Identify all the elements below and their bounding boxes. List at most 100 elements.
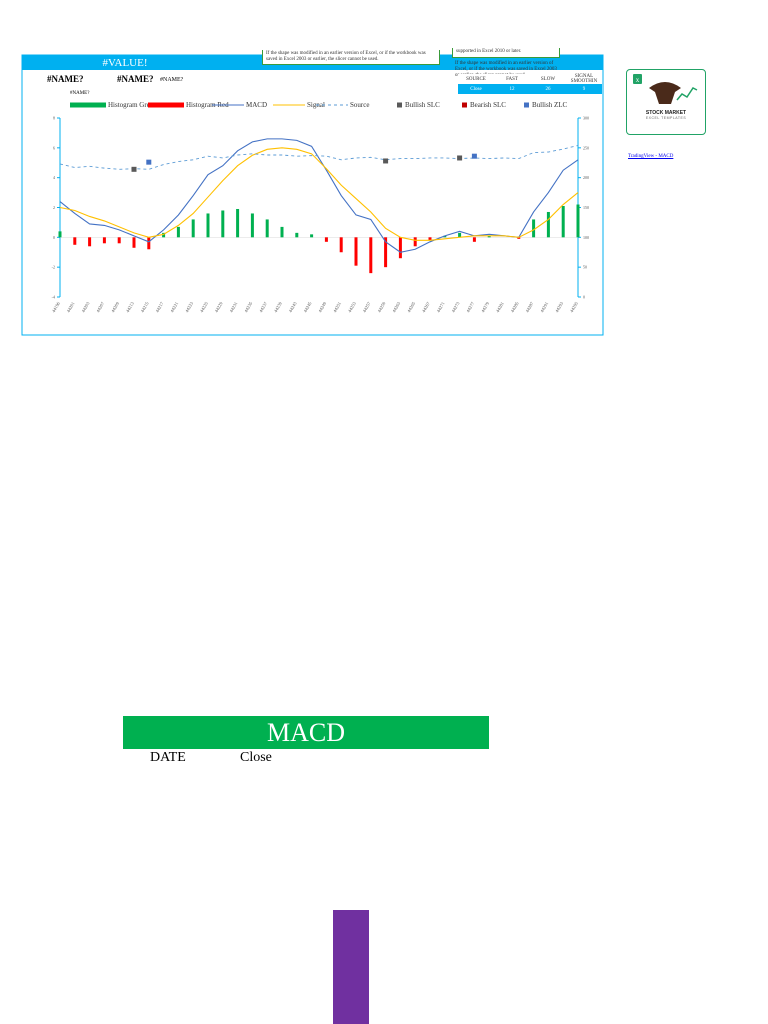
x-tick-label: 44213: [125, 300, 135, 313]
settings-value[interactable]: Close: [458, 84, 494, 94]
histogram-bar: [472, 237, 476, 242]
name-cell: #NAME?: [70, 91, 90, 96]
histogram-bar: [443, 235, 447, 238]
x-tick-label: 44253: [347, 300, 357, 313]
histogram-bar: [517, 237, 521, 239]
signal-marker: [131, 166, 137, 172]
legend-swatch: [397, 102, 402, 108]
column-header: DATE: [150, 750, 186, 765]
histogram-bar: [295, 232, 299, 238]
histogram-bar: [250, 213, 254, 238]
x-tick-label: 44223: [184, 300, 194, 313]
histogram-bar: [265, 219, 269, 238]
note: supported in Excel 2010 or later.: [452, 48, 560, 58]
legend-label: Histogram Red: [186, 101, 229, 109]
x-tick-label: 44273: [451, 300, 461, 313]
x-tick-label: 44217: [155, 300, 165, 313]
histogram-bar: [532, 219, 536, 238]
signal-marker: [146, 159, 152, 165]
x-tick-label: 44196: [51, 300, 61, 313]
x-tick-label: 44203: [81, 300, 91, 313]
histogram-bar: [413, 237, 417, 247]
legend-swatch: [462, 102, 467, 108]
x-tick-label: 44265: [406, 300, 416, 313]
histogram-bar: [102, 237, 106, 244]
settings-header: SIGNAL SMOOTHIN: [566, 74, 602, 84]
histogram-bar: [117, 237, 121, 244]
series-line: [59, 147, 579, 241]
histogram-bar: [546, 211, 550, 238]
x-tick-label: 44259: [377, 300, 387, 313]
name-cell: #NAME?: [117, 74, 154, 84]
logo-subtitle: EXCEL TEMPLATES: [645, 116, 687, 120]
legend-label: Source: [350, 101, 369, 109]
y-tick-label: 0: [53, 235, 55, 240]
signal-marker: [471, 153, 477, 159]
logo[interactable]: x STOCK MARKET EXCEL TEMPLATES: [626, 69, 706, 135]
histogram-bar: [132, 237, 136, 248]
histogram-bar: [369, 237, 373, 274]
x-tick-label: 44245: [303, 300, 313, 313]
y2-tick-label: 150: [583, 205, 589, 210]
histogram-bar: [88, 237, 92, 247]
histogram-bar: [162, 232, 166, 238]
x-tick-label: 44237: [258, 300, 268, 313]
settings-value[interactable]: 9: [566, 84, 602, 94]
purple-shape: [333, 910, 369, 1024]
chart: #VALUE! #NAME? #NAME? #NAME? #NAME? -4 -2…: [21, 54, 604, 336]
settings-value[interactable]: 12: [494, 84, 530, 94]
histogram-bar: [236, 208, 240, 238]
y-tick-label: 4: [53, 175, 55, 180]
x-tick-label: 44243: [288, 300, 298, 313]
series-line: [59, 145, 579, 170]
legend-label: Signal: [307, 101, 325, 109]
x-tick-label: 44251: [332, 301, 342, 313]
settings-header: FAST: [494, 74, 530, 84]
y-tick-label: 8: [53, 116, 55, 121]
x-tick-label: 44295: [569, 300, 579, 313]
column-header: Close: [240, 750, 272, 765]
histogram-bar: [310, 234, 314, 238]
y2-tick-label: 50: [583, 265, 587, 270]
x-tick-label: 44279: [480, 300, 490, 313]
svg-text:x: x: [636, 76, 640, 84]
histogram-bar: [561, 206, 565, 238]
y2-tick-label: 300: [583, 116, 589, 121]
header-title: #VALUE!: [102, 57, 147, 69]
x-tick-label: 44231: [229, 301, 239, 313]
histogram-bar: [576, 204, 580, 238]
link[interactable]: TradingView - MACD: [628, 154, 674, 159]
histogram-bar: [428, 237, 432, 241]
histogram-bar: [73, 237, 77, 245]
y2-tick-label: 0: [583, 295, 585, 300]
logo-title: STOCK MARKET: [645, 110, 687, 116]
name-cell: #NAME?: [160, 77, 184, 83]
table-title: MACD: [123, 716, 489, 749]
y2-tick-label: 100: [583, 235, 589, 240]
y2-tick-label: 250: [583, 145, 589, 150]
legend-swatch: [70, 102, 106, 108]
x-tick-label: 44239: [273, 300, 283, 313]
legend-label: Bullish ZLC: [532, 101, 568, 109]
x-tick-label: 44229: [214, 300, 224, 313]
histogram-bar: [221, 210, 225, 238]
x-tick-label: 44209: [110, 300, 120, 313]
settings-value[interactable]: 26: [530, 84, 566, 94]
x-tick-label: 44215: [140, 300, 150, 313]
histogram-bar: [354, 237, 358, 266]
legend-label: Histogram Green: [108, 101, 157, 109]
x-tick-label: 44263: [391, 300, 401, 313]
note: If the shape was modified in an earlier …: [262, 50, 440, 65]
x-tick-label: 44277: [465, 300, 475, 313]
y2-tick-label: 200: [583, 175, 589, 180]
histogram-bar: [191, 219, 195, 238]
legend-swatch: [524, 102, 529, 108]
y-tick-label: 6: [53, 145, 55, 150]
settings-header: SOURCE: [458, 74, 494, 84]
histogram-bar: [339, 237, 343, 253]
histogram-bar: [280, 226, 284, 238]
x-tick-label: 44271: [436, 301, 446, 313]
x-tick-label: 44249: [317, 300, 327, 313]
signal-marker: [457, 155, 463, 161]
